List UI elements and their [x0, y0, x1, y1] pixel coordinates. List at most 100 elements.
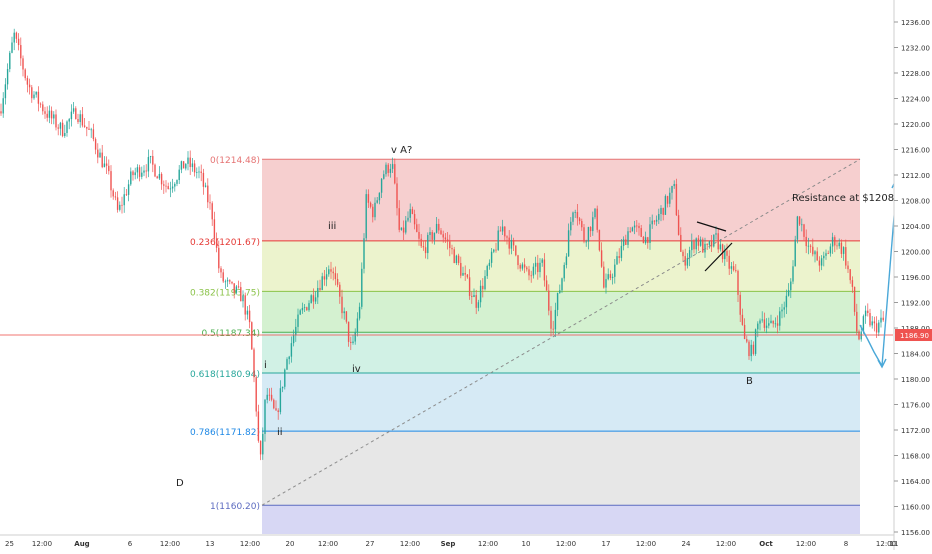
fibonacci-retracement[interactable]: 0(1214.48) 0.236(1201.67) 0.382(1193.75) 0.…	[190, 156, 860, 534]
candle-body	[587, 227, 590, 242]
candle-body	[116, 197, 119, 210]
candle-body	[255, 377, 257, 412]
candle-body	[451, 248, 453, 250]
fib-trend-line[interactable]	[261, 158, 861, 506]
x-tick-label: 12:00	[876, 540, 896, 548]
y-tick-label: 1200.00	[901, 249, 930, 257]
candle-body	[853, 286, 856, 312]
y-tick-label: 1164.00	[901, 478, 930, 486]
x-tick-label: Sep	[441, 540, 456, 548]
candle-body	[380, 178, 383, 193]
candle-body	[565, 256, 568, 265]
candle-body	[528, 269, 530, 276]
candle-body	[847, 265, 849, 270]
wedge-upper-line[interactable]	[696, 221, 727, 232]
candle-body	[807, 245, 810, 247]
candle-body	[422, 246, 425, 248]
candle-body	[829, 246, 832, 254]
candle-body	[314, 297, 317, 302]
candle-body	[209, 202, 211, 204]
candle-body	[759, 320, 761, 324]
candle-body	[873, 321, 876, 324]
candle-body	[726, 250, 728, 256]
candle-body	[449, 241, 451, 249]
candle-body	[350, 341, 352, 343]
candle-body	[534, 262, 537, 267]
candle-body	[86, 126, 88, 129]
candle-body	[26, 78, 29, 85]
candle-body	[220, 268, 222, 273]
candle-body	[675, 183, 678, 216]
candle-body	[405, 220, 407, 233]
wedge-lower-line[interactable]	[704, 242, 733, 272]
candle-body	[605, 279, 607, 288]
candle-body	[460, 262, 462, 276]
candle-body	[266, 394, 268, 400]
candle-body	[431, 232, 433, 240]
candle-body	[301, 307, 304, 311]
candle-body	[244, 295, 246, 315]
candle-body	[878, 322, 880, 333]
candle-body	[178, 169, 180, 181]
candle-body	[501, 226, 504, 232]
candle-body	[532, 266, 535, 276]
candle-body	[614, 264, 616, 277]
candle-body	[785, 295, 788, 308]
candle-body	[323, 276, 326, 280]
candle-body	[411, 209, 414, 214]
x-tick-label: 17	[602, 540, 611, 548]
candle-body	[356, 318, 359, 333]
candle-body	[556, 293, 559, 310]
candle-body	[310, 295, 312, 304]
candle-body	[466, 274, 469, 278]
candle-body	[864, 310, 867, 317]
candle-body	[706, 243, 708, 245]
candle-body	[141, 172, 143, 177]
x-tick-label: 12:00	[478, 540, 498, 548]
current-price-tag-label: 1186.90	[900, 332, 929, 340]
candle-body	[490, 251, 493, 263]
candle-body	[812, 246, 814, 255]
candle-body	[132, 171, 134, 176]
candle-body	[559, 290, 561, 294]
candle-body	[4, 84, 7, 99]
candle-body	[790, 281, 792, 291]
candle-body	[389, 168, 392, 173]
candle-body	[600, 250, 603, 267]
candle-body	[561, 278, 563, 291]
y-tick-label: 1196.00	[901, 274, 930, 282]
candle-body	[9, 52, 11, 70]
candle-body	[143, 170, 145, 173]
time-axis-panel[interactable]	[0, 535, 932, 550]
resistance-note: Resistance at $1208/09	[792, 193, 910, 204]
candle-body	[130, 171, 132, 185]
candle-body	[64, 133, 66, 137]
candle-body	[842, 247, 845, 254]
candle-body	[94, 139, 97, 150]
candle-body	[290, 343, 293, 357]
price-axis-panel[interactable]	[894, 0, 932, 550]
candle-body	[629, 231, 631, 233]
candle-body	[108, 165, 110, 172]
projection-down-path[interactable]	[859, 324, 883, 367]
candle-body	[424, 247, 427, 254]
candle-body	[464, 272, 466, 275]
candle-body	[849, 269, 851, 281]
candle-body	[79, 114, 81, 123]
fib-level-label-4: 0.618(1180.94)	[190, 370, 260, 380]
candle-body	[233, 283, 235, 293]
fib-zone-2	[262, 291, 860, 333]
candle-body	[781, 309, 783, 312]
candle-body	[622, 239, 625, 246]
candle-body	[655, 219, 658, 222]
candle-body	[831, 237, 834, 247]
candle-body	[717, 233, 719, 250]
candle-body	[526, 267, 528, 270]
candle-body	[196, 172, 198, 173]
candle-body	[345, 311, 348, 322]
candle-body	[721, 244, 724, 260]
candle-body	[35, 91, 37, 95]
candle-body	[827, 253, 829, 255]
candle-body	[880, 317, 882, 323]
